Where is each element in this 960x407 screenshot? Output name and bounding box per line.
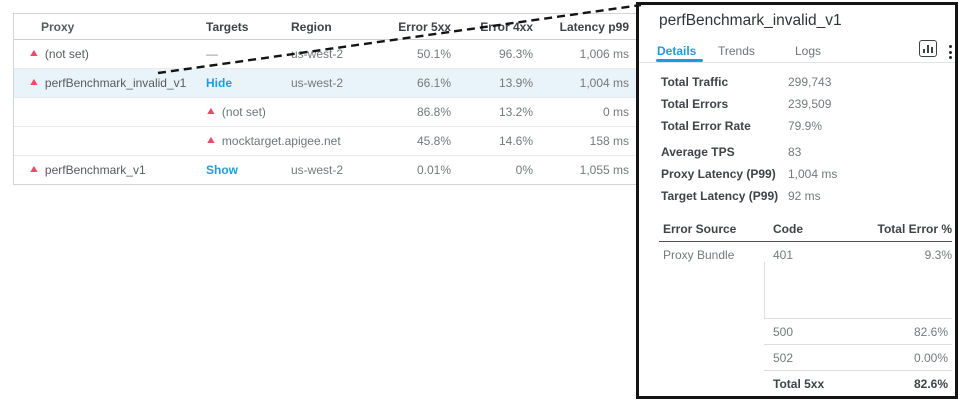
proxy-table: Proxy Targets Region Error 5xx Error 4xx… — [13, 13, 637, 185]
error5xx-cell: 86.8% — [416, 105, 451, 119]
hide-targets-link[interactable]: Hide — [206, 76, 233, 90]
proxy-name: perfBenchmark_v1 — [44, 163, 146, 177]
error-code-value: 401 — [773, 248, 794, 262]
tab-details[interactable]: Details — [657, 44, 697, 58]
targets-empty-value: — — [206, 47, 218, 61]
error-code-value: 502 — [773, 350, 794, 365]
detail-stats: Total Traffic 299,743 Total Errors 239,5… — [661, 71, 937, 207]
error-pct-value: 82.6% — [913, 324, 948, 339]
stat-total-errors: Total Errors 239,509 — [661, 97, 832, 111]
error-table-column-edge — [764, 262, 765, 318]
column-header-latency: Latency p99 — [559, 19, 629, 34]
more-menu-icon[interactable] — [945, 42, 955, 62]
latency-cell: 1,055 ms — [579, 163, 629, 177]
proxy-name: perfBenchmark_invalid_v1 — [44, 76, 187, 90]
table-row-not-set[interactable]: ▲ (not set) — us-west-2 50.1% 96.3% 1,00… — [14, 40, 636, 69]
latency-cell: 158 ms — [589, 134, 629, 148]
proxy-name: (not set) — [44, 47, 89, 61]
warning-icon: ▲ — [27, 76, 41, 89]
error4xx-cell: 13.2% — [498, 105, 533, 119]
stat-target-latency: Target Latency (P99) 92 ms — [661, 189, 821, 203]
column-header-targets: Targets — [206, 19, 249, 34]
error4xx-cell: 96.3% — [498, 47, 533, 61]
error5xx-cell: 66.1% — [416, 76, 451, 90]
column-header-error4xx: Error 4xx — [480, 19, 533, 34]
region-cell: us-west-2 — [291, 163, 344, 177]
latency-cell: 1,006 ms — [579, 47, 629, 61]
warning-icon: ▲ — [27, 47, 41, 60]
error4xx-cell: 14.6% — [498, 134, 533, 148]
column-header-region: Region — [291, 19, 332, 34]
error5xx-cell: 45.8% — [416, 134, 451, 148]
code-header: Code — [773, 222, 803, 236]
warning-icon: ▲ — [204, 134, 218, 147]
error-code-value: 500 — [773, 324, 794, 339]
table-row-perfbenchmark-invalid-v1[interactable]: ▲ perfBenchmark_invalid_v1 Hide us-west-… — [14, 69, 636, 98]
stat-total-error-rate: Total Error Rate 79.9% — [661, 119, 823, 133]
error4xx-cell: 13.9% — [498, 76, 533, 90]
total-error-pct-header: Total Error % — [877, 222, 952, 236]
error-pct-value: 9.3% — [924, 248, 952, 262]
panel-title: perfBenchmark_invalid_v1 — [659, 12, 842, 29]
column-header-error5xx: Error 5xx — [398, 19, 451, 34]
tabs-divider — [639, 62, 955, 63]
tab-logs[interactable]: Logs — [795, 44, 822, 58]
error-row-total-5xx: Total 5xx 82.6% — [764, 370, 952, 396]
error-row-500: 500 82.6% — [764, 318, 952, 344]
error-source-value: Proxy Bundle — [663, 248, 735, 262]
region-cell: us-west-2 — [291, 76, 344, 90]
bar-chart-icon[interactable] — [919, 40, 937, 57]
error-table-header-divider — [659, 241, 952, 242]
column-header-proxy: Proxy — [41, 19, 75, 34]
latency-cell: 0 ms — [602, 105, 629, 119]
active-tab-underline — [656, 59, 703, 62]
target-name: mocktarget.apigee.net — [221, 134, 341, 148]
proxy-cell: ▲ (not set) — [14, 47, 206, 61]
table-row-target-not-set[interactable]: ▲ (not set) 86.8% 13.2% 0 ms — [14, 98, 636, 127]
warning-icon: ▲ — [204, 105, 218, 118]
error-table-5xx-rows: 500 82.6% 502 0.00% Total 5xx 82.6% — [764, 318, 952, 396]
proxy-cell: ▲ perfBenchmark_invalid_v1 — [14, 76, 206, 90]
stat-average-tps: Average TPS 83 — [661, 145, 802, 159]
table-row-perfbenchmark-v1[interactable]: ▲ perfBenchmark_v1 Show us-west-2 0.01% … — [14, 156, 636, 184]
error-pct-value: 0.00% — [913, 350, 948, 365]
warning-icon: ▲ — [27, 163, 41, 176]
error-total-pct: 82.6% — [913, 376, 948, 391]
target-name: (not set) — [221, 105, 266, 119]
error4xx-cell: 0% — [515, 163, 533, 177]
proxy-cell: ▲ perfBenchmark_v1 — [14, 163, 206, 177]
error-table-header: Error Source Code Total Error % — [663, 222, 952, 236]
tab-trends[interactable]: Trends — [718, 44, 755, 58]
show-targets-link[interactable]: Show — [206, 163, 238, 177]
error-row-502: 502 0.00% — [764, 344, 952, 370]
proxy-detail-panel: perfBenchmark_invalid_v1 Details Trends … — [636, 2, 958, 399]
error-source-header: Error Source — [663, 222, 737, 236]
region-cell: us-west-2 — [291, 47, 344, 61]
table-row-mocktarget[interactable]: ▲ mocktarget.apigee.net 45.8% 14.6% 158 … — [14, 127, 636, 156]
error-row-proxy-bundle-401: Proxy Bundle 401 9.3% — [663, 247, 952, 263]
stat-total-traffic: Total Traffic 299,743 — [661, 75, 832, 89]
proxy-table-header: Proxy Targets Region Error 5xx Error 4xx… — [14, 14, 636, 40]
error5xx-cell: 0.01% — [416, 163, 451, 177]
error-total-label: Total 5xx — [773, 376, 825, 391]
error5xx-cell: 50.1% — [416, 47, 451, 61]
stat-proxy-latency: Proxy Latency (P99) 1,004 ms — [661, 167, 838, 181]
latency-cell: 1,004 ms — [579, 76, 629, 90]
